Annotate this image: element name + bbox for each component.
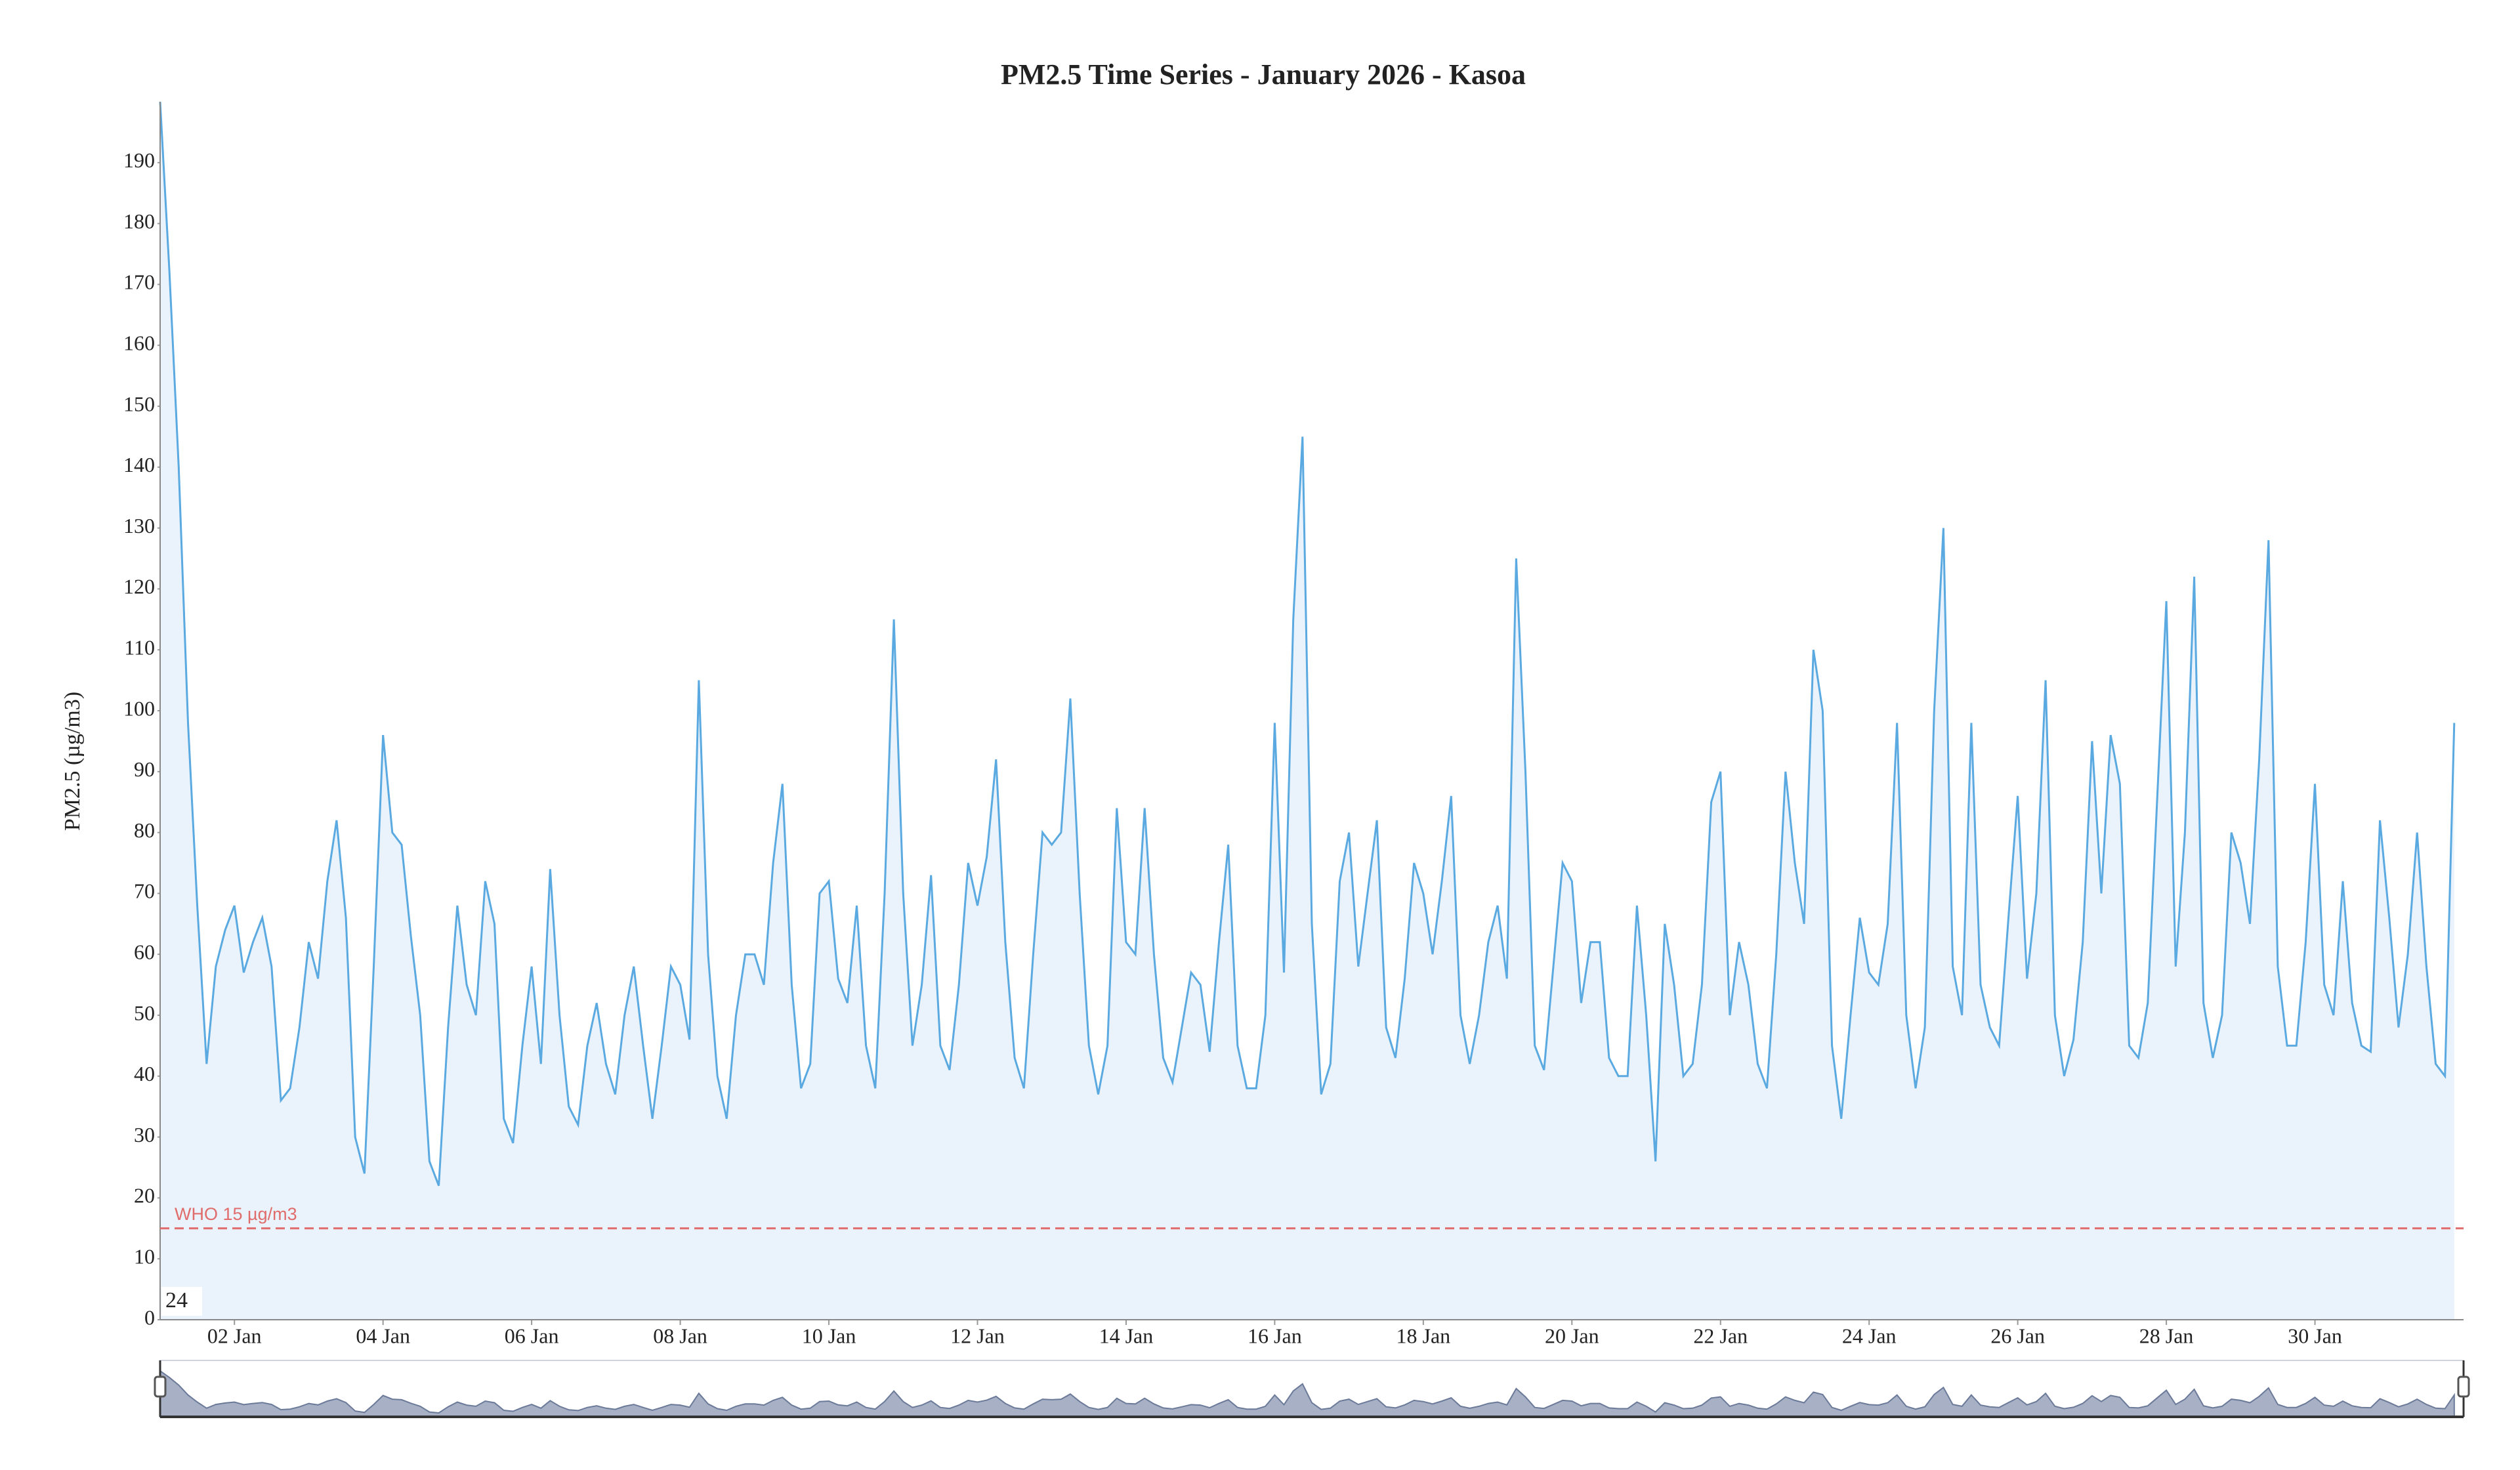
x-tick-label: 18 Jan: [1396, 1324, 1451, 1347]
x-tick-label: 14 Jan: [1099, 1324, 1154, 1347]
y-tick-label: 90: [134, 757, 155, 781]
y-tick-label: 100: [123, 696, 155, 720]
x-tick-label: 06 Jan: [505, 1324, 559, 1347]
x-tick-label: 30 Jan: [2288, 1324, 2342, 1347]
x-tick-label: 12 Jan: [950, 1324, 1005, 1347]
x-tick-label: 22 Jan: [1693, 1324, 1748, 1347]
y-tick-label: 0: [144, 1305, 155, 1329]
x-tick-label: 02 Jan: [207, 1324, 262, 1347]
x-tick-label: 24 Jan: [1842, 1324, 1897, 1347]
y-tick-label: 70: [134, 879, 155, 903]
y-tick-label: 10: [134, 1245, 155, 1269]
y-tick-label: 130: [123, 514, 155, 537]
y-tick-label: 160: [123, 331, 155, 355]
line: [159, 101, 2456, 1186]
y-tick-label: 60: [134, 940, 155, 964]
y-tick-label: 20: [134, 1184, 155, 1208]
x-tick-label: 26 Jan: [1990, 1324, 2045, 1347]
x-tick-label: 20 Jan: [1545, 1324, 1599, 1347]
chart-title: PM2.5 Time Series - January 2026 - Kasoa: [1001, 58, 1526, 91]
y-axis-label: PM2.5 (µg/m3): [60, 692, 85, 831]
navigator-area: [159, 1370, 2455, 1418]
y-tick-label: 170: [123, 270, 155, 294]
x-tick-label: 08 Jan: [653, 1324, 707, 1347]
y-tick-label: 180: [123, 209, 155, 233]
corner-label: 24: [165, 1288, 188, 1312]
y-tick-label: 50: [134, 1001, 155, 1024]
navigator-handle[interactable]: [154, 1376, 167, 1398]
y-tick-label: 80: [134, 818, 155, 842]
x-tick-label: 10 Jan: [802, 1324, 856, 1347]
y-tick-label: 30: [134, 1123, 155, 1146]
y-tick-label: 150: [123, 392, 155, 415]
corner-box: [161, 1287, 202, 1316]
y-tick-label: 110: [124, 636, 155, 660]
y-tick-label: 190: [123, 148, 155, 172]
x-tick-label: 28 Jan: [2139, 1324, 2194, 1347]
navigator-handle[interactable]: [2457, 1376, 2470, 1398]
y-tick-label: 140: [123, 453, 155, 476]
x-tick-label: 16 Jan: [1248, 1324, 1302, 1347]
y-tick-label: 40: [134, 1062, 155, 1085]
y-tick-label: 120: [123, 575, 155, 598]
reference-label: WHO 15 µg/m3: [175, 1204, 297, 1224]
x-tick-label: 04 Jan: [356, 1324, 410, 1347]
